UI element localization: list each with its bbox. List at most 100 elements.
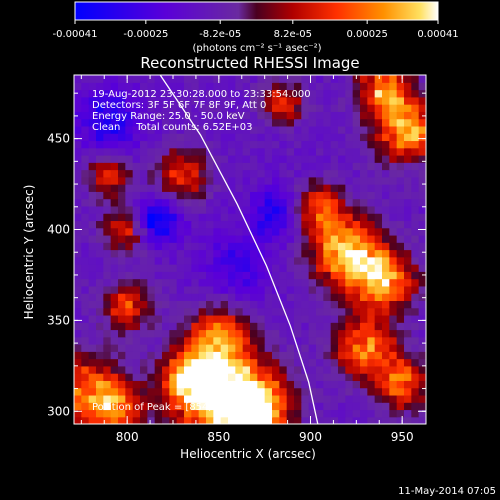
heatmap-cell bbox=[184, 162, 192, 171]
heatmap-cell bbox=[367, 394, 376, 403]
heatmap-cell bbox=[103, 409, 112, 418]
heatmap-cell bbox=[206, 169, 214, 178]
heatmap-cell bbox=[330, 365, 339, 374]
heatmap-cell bbox=[206, 184, 214, 192]
heatmap-cell bbox=[345, 104, 354, 112]
heatmap-cell bbox=[81, 147, 90, 156]
heatmap-cell bbox=[74, 118, 82, 127]
heatmap-cell bbox=[330, 176, 339, 185]
heatmap-cell bbox=[169, 409, 178, 418]
heatmap-cell bbox=[132, 220, 141, 229]
heatmap-cell bbox=[228, 242, 236, 251]
heatmap-cell bbox=[308, 264, 317, 272]
heatmap-cell bbox=[286, 329, 295, 338]
heatmap-cell bbox=[191, 394, 200, 403]
heatmap-cell bbox=[323, 133, 332, 142]
heatmap-cell bbox=[250, 169, 258, 178]
heatmap-cell bbox=[110, 285, 119, 294]
heatmap-cell bbox=[176, 176, 185, 185]
heatmap-cell bbox=[110, 322, 119, 331]
heatmap-cell bbox=[169, 118, 178, 127]
heatmap-cell bbox=[110, 162, 119, 171]
heatmap-cell bbox=[132, 147, 141, 156]
heatmap-cell bbox=[176, 125, 185, 134]
heatmap-cell bbox=[162, 307, 170, 316]
heatmap-cell bbox=[323, 249, 332, 258]
heatmap-cell bbox=[316, 387, 324, 396]
heatmap-cell bbox=[382, 191, 390, 200]
heatmap-cell bbox=[272, 387, 280, 396]
heatmap-cell bbox=[279, 118, 288, 127]
heatmap-cell bbox=[206, 133, 214, 142]
heatmap-cell bbox=[272, 271, 280, 280]
heatmap-cell bbox=[352, 271, 361, 280]
heatmap-cell bbox=[220, 82, 229, 91]
heatmap-cell bbox=[272, 176, 280, 185]
heatmap-cell bbox=[228, 140, 236, 149]
heatmap-cell bbox=[110, 104, 119, 112]
heatmap-cell bbox=[360, 293, 368, 301]
heatmap-cell bbox=[286, 314, 295, 323]
heatmap-cell bbox=[125, 271, 134, 280]
heatmap-cell bbox=[279, 249, 288, 258]
heatmap-cell bbox=[184, 176, 192, 185]
heatmap-cell bbox=[301, 220, 310, 229]
heatmap-cell bbox=[74, 351, 82, 360]
heatmap-cell bbox=[360, 198, 368, 207]
heatmap-cell bbox=[316, 285, 324, 294]
heatmap-cell bbox=[264, 256, 273, 265]
heatmap-cell bbox=[162, 329, 170, 338]
heatmap-cell bbox=[382, 278, 390, 287]
heatmap-cell bbox=[374, 344, 383, 352]
heatmap-cell bbox=[88, 169, 97, 178]
heatmap-cell bbox=[125, 140, 134, 149]
heatmap-cell bbox=[352, 380, 361, 389]
heatmap-cell bbox=[272, 82, 280, 91]
heatmap-cell bbox=[367, 264, 376, 272]
heatmap-cell bbox=[404, 227, 412, 236]
heatmap-cell bbox=[103, 344, 112, 352]
heatmap-cell bbox=[154, 293, 163, 301]
heatmap-cell bbox=[213, 140, 222, 149]
heatmap-cell bbox=[184, 300, 192, 309]
heatmap-cell bbox=[404, 184, 412, 192]
heatmap-cell bbox=[242, 380, 251, 389]
heatmap-cell bbox=[352, 82, 361, 91]
heatmap-cell bbox=[96, 227, 104, 236]
heatmap-cell bbox=[396, 140, 405, 149]
heatmap-cell bbox=[96, 234, 104, 243]
heatmap-cell bbox=[147, 205, 156, 214]
heatmap-cell bbox=[294, 96, 302, 105]
heatmap-cell bbox=[198, 96, 207, 105]
heatmap-cell bbox=[272, 278, 280, 287]
heatmap-cell bbox=[132, 249, 141, 258]
heatmap-cell bbox=[257, 300, 266, 309]
heatmap-cell bbox=[360, 162, 368, 171]
heatmap-cell bbox=[374, 314, 383, 323]
heatmap-cell bbox=[338, 271, 346, 280]
heatmap-cell bbox=[88, 307, 97, 316]
heatmap-cell bbox=[132, 169, 141, 178]
heatmap-cell bbox=[418, 154, 426, 163]
heatmap-cell bbox=[118, 344, 126, 352]
colorbar-frame bbox=[74, 1, 439, 21]
heatmap-cell bbox=[382, 322, 390, 331]
heatmap-cell bbox=[125, 89, 134, 98]
heatmap-cell bbox=[404, 256, 412, 265]
heatmap-cell bbox=[206, 329, 214, 338]
heatmap-cell bbox=[88, 416, 97, 424]
heatmap-cell bbox=[140, 191, 148, 200]
heatmap-cell bbox=[176, 191, 185, 200]
heatmap-cell bbox=[206, 344, 214, 352]
heatmap-cell bbox=[162, 380, 170, 389]
heatmap-cell bbox=[257, 278, 266, 287]
heatmap-cell bbox=[316, 125, 324, 134]
heatmap-cell bbox=[308, 402, 317, 411]
heatmap-cell bbox=[396, 336, 405, 345]
heatmap-cell bbox=[198, 227, 207, 236]
heatmap-cell bbox=[264, 293, 273, 301]
heatmap-cell bbox=[316, 336, 324, 345]
heatmap-cell bbox=[228, 205, 236, 214]
heatmap-cell bbox=[88, 220, 97, 229]
heatmap-cell bbox=[169, 140, 178, 149]
